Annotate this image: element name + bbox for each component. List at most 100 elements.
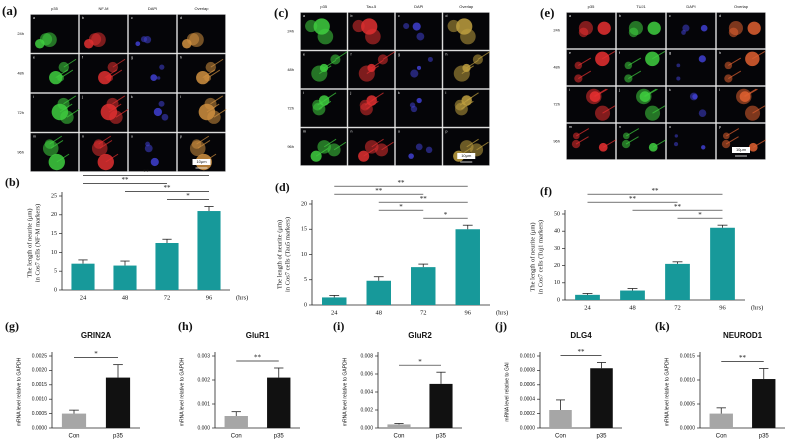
- scale-label: 10μm: [736, 147, 747, 152]
- cell-stain: [416, 32, 425, 41]
- y-axis-label: The length of neurite (μm): [529, 222, 536, 291]
- cell-tag: b: [351, 14, 353, 18]
- neurite: [115, 108, 129, 118]
- chart-title: GluR2: [408, 331, 432, 340]
- y-tick-label: 0: [54, 287, 57, 293]
- y-tick-label: 40: [554, 229, 560, 235]
- column-header: DAPI: [414, 4, 423, 9]
- neurite: [625, 136, 639, 145]
- scale-label: 10μm: [461, 153, 472, 158]
- cell-stain: [352, 19, 365, 33]
- cell-tag: e: [569, 51, 571, 55]
- y-tick-label: 5: [304, 277, 307, 283]
- cell-stain: [455, 102, 468, 116]
- cell-tag: b: [619, 14, 621, 18]
- cell-tag: m: [569, 125, 572, 129]
- bar: [429, 383, 453, 428]
- bar: [665, 263, 690, 300]
- neurite: [112, 58, 126, 68]
- cell-stain: [571, 139, 581, 149]
- row-label: 24h: [17, 31, 24, 36]
- chart-title: GluR1: [246, 331, 270, 340]
- y-tick-label: 0.0005: [32, 411, 48, 417]
- bar: [709, 413, 733, 428]
- column-header: Overlap: [734, 4, 749, 9]
- significance-label: *: [444, 211, 448, 219]
- column-header: p35: [588, 4, 595, 9]
- row-label: 48h: [17, 70, 24, 75]
- cell-tag: l: [446, 91, 447, 95]
- panel-label: (j): [495, 319, 507, 333]
- x-tick-label: 48: [122, 294, 129, 301]
- cell-tag: a: [33, 16, 35, 20]
- x-tick-label: 72: [420, 309, 427, 316]
- y-tick-label: 20: [51, 212, 57, 218]
- bar: [224, 416, 248, 428]
- y-axis-label: mRNA level relative to GAI: [504, 362, 510, 421]
- column-header: p35: [51, 6, 58, 11]
- y-tick-label: 0.0010: [520, 353, 536, 359]
- row-label: 48h: [553, 65, 560, 70]
- x-tick-label: 24: [331, 309, 338, 316]
- cell-stain: [622, 132, 630, 140]
- cell-tag: p: [446, 129, 448, 133]
- x-tick-label: 72: [674, 304, 681, 311]
- y-tick-label: 0.0000: [32, 425, 48, 431]
- x-tick-label: Con: [555, 434, 566, 440]
- micrograph-cell: [128, 93, 177, 133]
- micrograph-cell: [395, 12, 443, 51]
- y-axis-label: The length of neurite (μm): [26, 208, 33, 277]
- column-header: DAPI: [686, 4, 695, 9]
- row-label: 72h: [553, 102, 560, 107]
- bar: [197, 211, 221, 290]
- bar: [387, 424, 411, 428]
- cell-stain: [365, 28, 381, 45]
- cell-stain: [416, 97, 422, 104]
- x-tick-label: 24: [584, 304, 591, 311]
- y-tick-label: 0.008: [360, 353, 373, 359]
- bar: [105, 377, 131, 428]
- significance-label: **: [578, 348, 586, 356]
- bar: [267, 377, 291, 428]
- neurite: [728, 70, 742, 79]
- neurite: [66, 108, 80, 118]
- cell-stain: [744, 105, 761, 121]
- row-label: 96h: [287, 144, 294, 149]
- panel-label: (i): [333, 319, 344, 333]
- bar: [590, 368, 613, 428]
- x-tick-label: 24: [80, 294, 87, 301]
- significance-label: **: [254, 354, 262, 362]
- neurite: [652, 139, 666, 148]
- x-tick-label: Con: [231, 434, 242, 440]
- cell-tag: p: [719, 125, 721, 129]
- row-label: 72h: [17, 110, 24, 115]
- cell-tag: f: [82, 55, 83, 59]
- neurite: [381, 141, 394, 151]
- cell-stain: [701, 145, 706, 150]
- panel-label: (b): [5, 175, 20, 189]
- neurite: [576, 128, 590, 137]
- cell-tag: o: [398, 129, 400, 133]
- cell-tag: e: [33, 55, 35, 59]
- column-header: NF-M: [99, 6, 109, 11]
- row-label: 24h: [287, 28, 294, 33]
- panel-label: (d): [275, 180, 290, 194]
- neurite: [63, 95, 77, 105]
- y-tick-label: 15: [301, 227, 307, 233]
- panel-label: (c): [274, 5, 288, 20]
- cell-tag: d: [446, 14, 448, 18]
- y-tick-label: 0.002: [197, 377, 210, 383]
- neurite: [366, 100, 379, 110]
- cell-stain: [189, 32, 204, 48]
- significance-label: **: [164, 184, 172, 192]
- cell-stain: [191, 139, 202, 149]
- neurite: [743, 88, 757, 97]
- panel-label: (f): [540, 184, 552, 198]
- cell-stain: [58, 61, 70, 73]
- y-tick-label: 0.0006: [520, 382, 536, 388]
- cell-stain: [700, 24, 708, 32]
- neurite: [56, 153, 70, 163]
- significance-label: *: [186, 192, 190, 200]
- y-tick-label: 0.0015: [680, 353, 696, 359]
